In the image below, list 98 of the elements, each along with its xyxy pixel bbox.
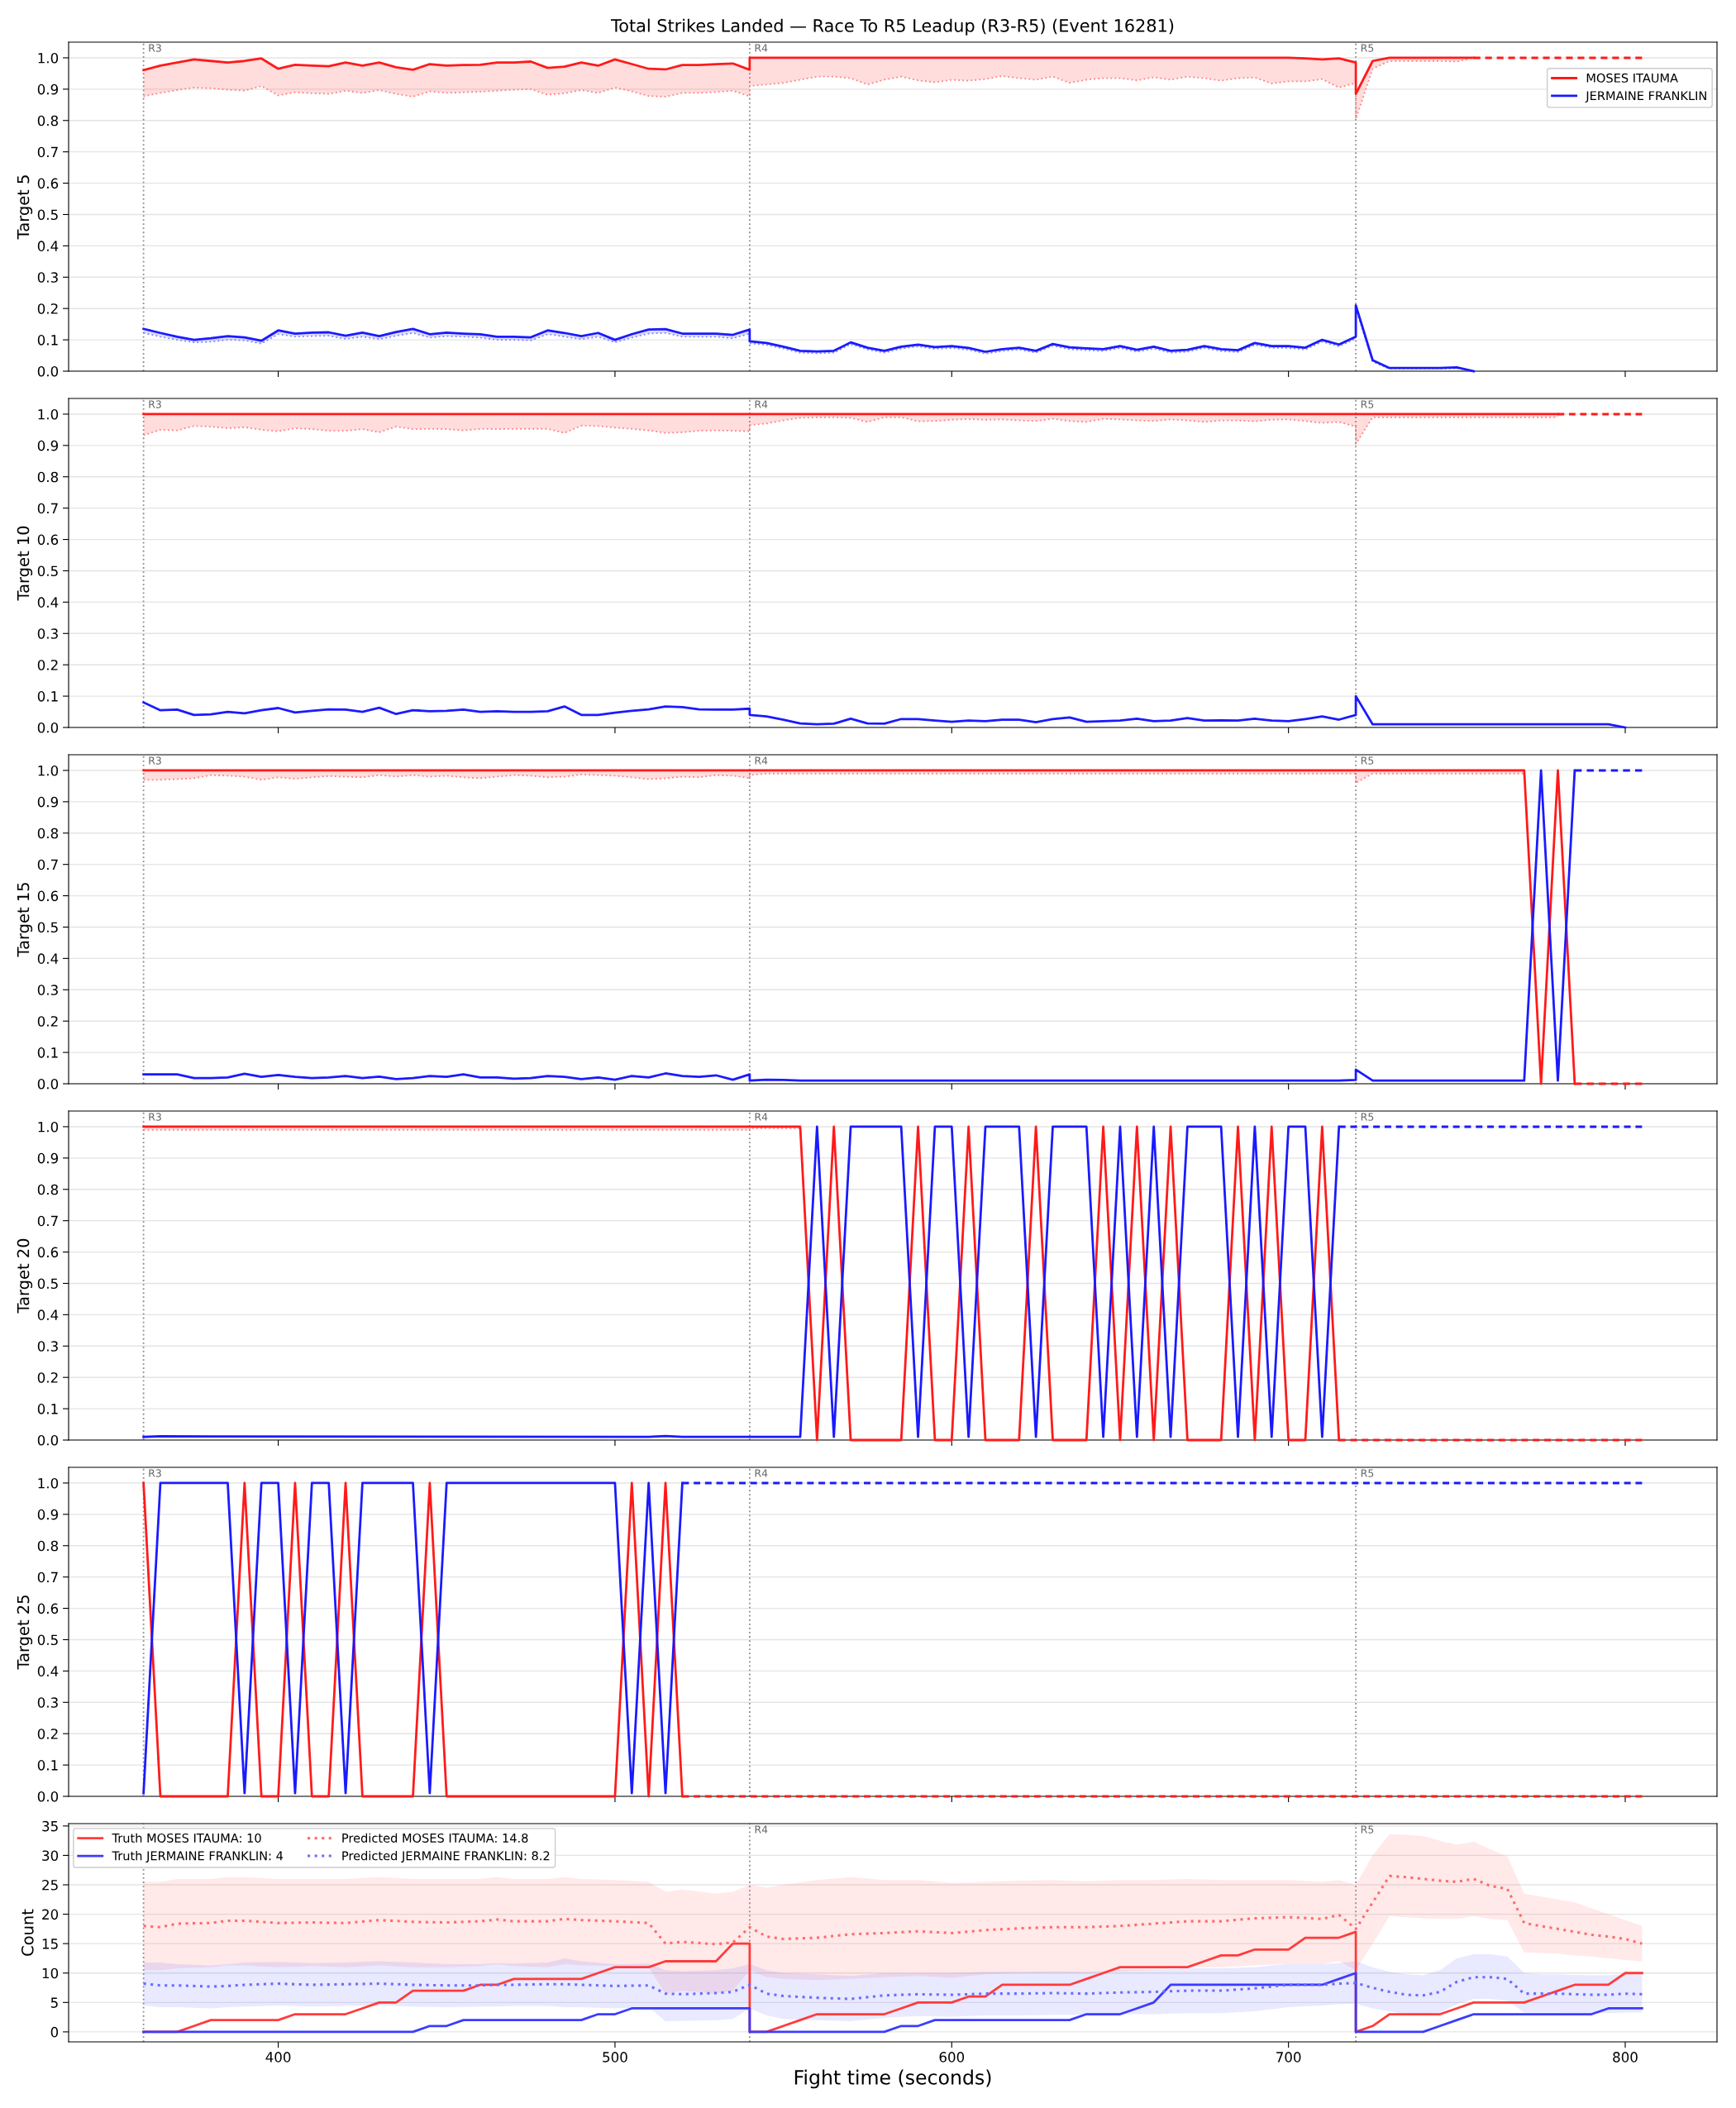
ref-line-label: R3 (149, 1113, 161, 1121)
ref-line-label: R3 (149, 400, 161, 408)
x-axis-title: Fight time (seconds) (794, 2069, 991, 2089)
y-tick-label: 0.0 (37, 722, 59, 733)
legend-label: Truth MOSES ITAUMA: 10 (112, 1833, 261, 1843)
ref-line-label: R3 (149, 756, 161, 765)
y-tick-label: 0.6 (37, 1603, 59, 1614)
y-tick-label: 0.2 (37, 660, 58, 670)
y-tick-label: 0.4 (37, 597, 59, 608)
y-tick-label: 0.5 (37, 1634, 58, 1646)
ref-line-label: R5 (1361, 400, 1374, 408)
y-tick-label: 30 (42, 1850, 59, 1861)
y-tick-label: 0.7 (37, 1571, 58, 1583)
y-tick-label: 0.0 (37, 1434, 59, 1446)
ref-line-label: R4 (755, 756, 768, 765)
y-tick-label: 0.1 (37, 1760, 58, 1771)
y-tick-label: 0.1 (37, 1047, 58, 1058)
ref-line-label: R4 (755, 1469, 768, 1477)
y-tick-label: 0.8 (37, 1184, 59, 1195)
y-tick-label: 0.6 (37, 534, 59, 546)
y-tick-label: 0.8 (37, 827, 59, 839)
y-tick-label: 0.6 (37, 1247, 59, 1258)
y-tick-label: 0.9 (37, 796, 59, 808)
x-tick-label: 700 (1276, 2052, 1301, 2063)
y-tick-label: 0.2 (37, 1729, 58, 1739)
ref-line-label: R4 (755, 1825, 768, 1834)
legend-label: Predicted MOSES ITAUMA: 14.8 (342, 1833, 528, 1843)
ref-line-label: R3 (149, 44, 161, 52)
y-tick-label: 0.2 (37, 1016, 58, 1027)
y-axis-title: Target 15 (17, 883, 33, 957)
y-tick-label: 10 (42, 1967, 59, 1979)
x-tick-label: 500 (603, 2052, 627, 2063)
y-tick-label: 0.5 (37, 922, 58, 933)
y-tick-label: 0.7 (37, 859, 58, 870)
y-tick-label: 0.4 (37, 1666, 59, 1676)
y-tick-label: 0.4 (37, 1309, 59, 1320)
y-tick-label: 0.1 (37, 1404, 58, 1414)
legend-label: Predicted JERMAINE FRANKLIN: 8.2 (342, 1851, 550, 1863)
y-tick-label: 35 (42, 1820, 58, 1832)
y-tick-label: 0.0 (37, 1078, 59, 1090)
ref-line-label: R4 (755, 44, 768, 52)
y-tick-label: 0.8 (37, 1540, 59, 1552)
x-tick-label: 600 (939, 2052, 965, 2063)
ref-line-label: R5 (1361, 1113, 1374, 1121)
y-tick-label: 0 (50, 2026, 59, 2038)
y-tick-label: 20 (42, 1909, 59, 1920)
y-tick-label: 0.3 (37, 628, 58, 639)
y-axis-title: Target 20 (17, 1238, 33, 1314)
legend-label: MOSES ITAUMA (1586, 73, 1678, 83)
y-tick-label: 1.0 (38, 765, 59, 776)
y-tick-label: 0.3 (37, 1341, 58, 1352)
ref-line-label: R4 (755, 1113, 768, 1121)
ref-line-label: R5 (1361, 1825, 1374, 1834)
y-axis-title: Target 10 (17, 526, 33, 601)
legend-label: Truth JERMAINE FRANKLIN: 4 (112, 1851, 284, 1863)
y-tick-label: 0.4 (37, 953, 59, 964)
y-tick-label: 1.0 (38, 1121, 59, 1133)
ref-line-label: R3 (149, 1469, 161, 1477)
ref-line-label: R5 (1361, 44, 1374, 52)
ref-line-label: R5 (1361, 1469, 1374, 1477)
y-tick-label: 0.8 (37, 115, 59, 126)
y-tick-label: 0.8 (37, 471, 59, 483)
y-tick-label: 0.0 (37, 1791, 59, 1802)
y-tick-label: 0.7 (37, 503, 58, 514)
y-tick-label: 0.2 (37, 1372, 58, 1383)
y-tick-label: 0.5 (37, 209, 58, 221)
y-tick-label: 25 (42, 1879, 58, 1891)
y-tick-label: 0.6 (37, 890, 59, 902)
y-tick-label: 1.0 (38, 52, 59, 64)
y-axis-title: Target 25 (17, 1595, 33, 1670)
y-axis-title: Target 5 (17, 175, 33, 240)
x-tick-label: 800 (1613, 2052, 1638, 2063)
y-tick-label: 0.2 (37, 303, 58, 314)
y-tick-label: 0.3 (37, 272, 58, 283)
y-tick-label: 0.9 (37, 83, 59, 95)
y-axis-title: Count (21, 1909, 34, 1956)
y-tick-label: 0.9 (37, 440, 59, 451)
y-tick-label: 0.7 (37, 1215, 58, 1227)
y-tick-label: 0.6 (37, 178, 59, 189)
y-tick-label: 0.9 (37, 1152, 59, 1164)
y-tick-label: 0.1 (37, 335, 58, 346)
y-tick-label: 1.0 (38, 1477, 59, 1489)
y-tick-label: 1.0 (38, 408, 59, 420)
chart-title: Total Strikes Landed — Race To R5 Leadup (R3-R5) (Event 16281) (610, 18, 1174, 36)
y-tick-label: 0.7 (37, 146, 58, 158)
y-tick-label: 0.1 (37, 691, 58, 702)
x-tick-label: 400 (265, 2052, 291, 2063)
legend-label: JERMAINE FRANKLIN (1585, 91, 1706, 103)
y-tick-label: 0.4 (37, 241, 59, 251)
y-tick-label: 0.3 (37, 1697, 58, 1708)
y-tick-label: 0.5 (37, 1278, 58, 1290)
y-tick-label: 0.9 (37, 1509, 59, 1520)
y-tick-label: 0.5 (37, 565, 58, 577)
y-tick-label: 5 (50, 1997, 58, 2008)
y-tick-label: 15 (42, 1939, 58, 1949)
y-tick-label: 0.3 (37, 985, 58, 995)
ref-line-label: R4 (755, 400, 768, 408)
ref-line-label: R5 (1361, 756, 1374, 765)
